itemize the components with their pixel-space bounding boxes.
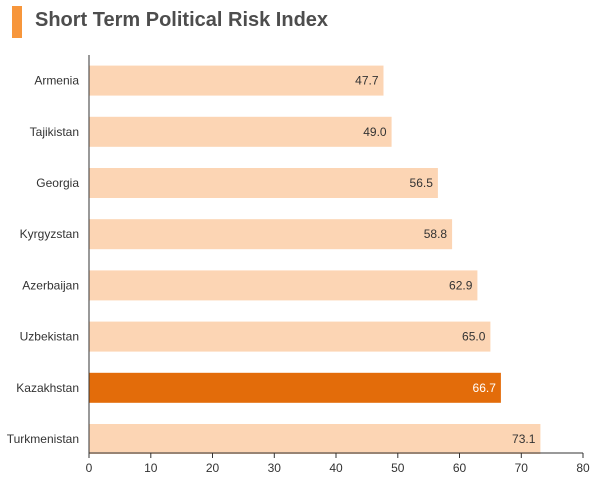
bar-kazakhstan (89, 372, 501, 403)
category-label-turkmenistan: Turkmenistan (7, 432, 79, 446)
bar-uzbekistan (89, 321, 491, 352)
x-tick-label-0: 0 (86, 461, 93, 475)
category-label-uzbekistan: Uzbekistan (20, 330, 79, 344)
value-label-georgia: 56.5 (410, 176, 434, 190)
x-tick-label-70: 70 (515, 461, 529, 475)
bar-turkmenistan (89, 424, 541, 454)
bar-tajikistan (89, 116, 392, 147)
value-label-azerbaijan: 62.9 (449, 278, 473, 292)
category-label-azerbaijan: Azerbaijan (22, 278, 79, 292)
bar-kyrgyzstan (89, 219, 453, 250)
x-tick-label-20: 20 (206, 461, 220, 475)
bar-georgia (89, 168, 438, 198)
bar-armenia (89, 65, 384, 96)
x-tick-label-30: 30 (268, 461, 282, 475)
value-label-uzbekistan: 65.0 (462, 330, 486, 344)
x-tick-label-10: 10 (144, 461, 158, 475)
value-label-tajikistan: 49.0 (363, 125, 387, 139)
chart-title: Short Term Political Risk Index (35, 9, 329, 31)
x-tick-label-80: 80 (576, 461, 590, 475)
title-accent-bar (12, 6, 22, 38)
x-tick-label-50: 50 (391, 461, 405, 475)
value-label-armenia: 47.7 (355, 74, 379, 88)
category-label-georgia: Georgia (36, 176, 79, 190)
category-label-tajikistan: Tajikistan (30, 125, 79, 139)
value-label-kyrgyzstan: 58.8 (424, 227, 448, 241)
category-label-armenia: Armenia (34, 74, 79, 88)
bar-azerbaijan (89, 270, 478, 301)
x-tick-label-60: 60 (453, 461, 467, 475)
category-label-kyrgyzstan: Kyrgyzstan (20, 227, 79, 241)
x-tick-label-40: 40 (329, 461, 343, 475)
value-label-kazakhstan: 66.7 (473, 381, 497, 395)
value-label-turkmenistan: 73.1 (512, 432, 536, 446)
category-label-kazakhstan: Kazakhstan (16, 381, 79, 395)
